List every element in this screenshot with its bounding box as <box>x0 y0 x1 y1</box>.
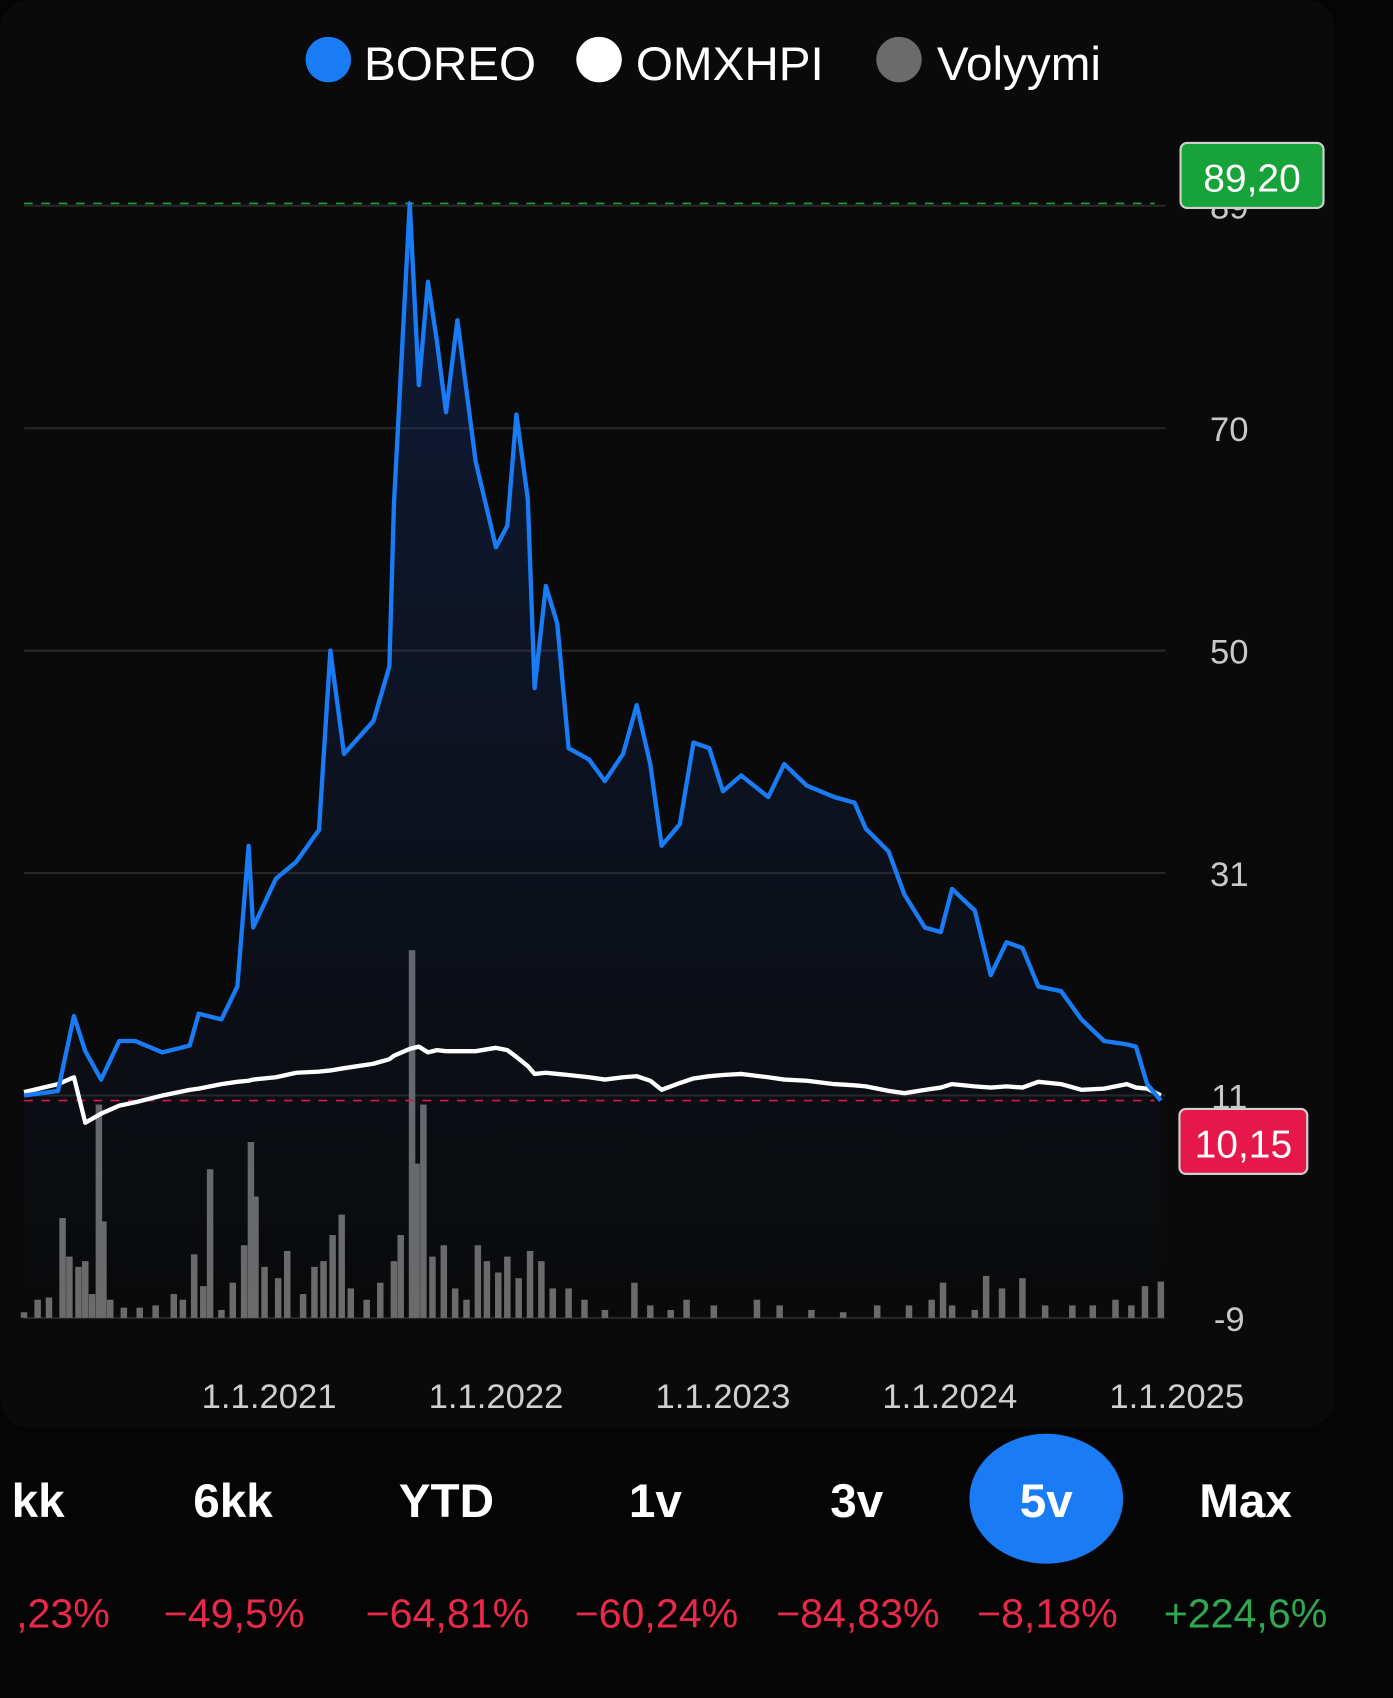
period-button[interactable]: 5v <box>1020 1475 1073 1528</box>
return-value: −49,5% <box>164 1591 305 1637</box>
x-tick-label: 1.1.2023 <box>655 1378 790 1416</box>
area <box>24 203 1161 1318</box>
return-value: −64,81% <box>366 1591 530 1637</box>
legend-swatch <box>305 36 352 83</box>
legend-label: BOREO <box>364 38 536 91</box>
period-button[interactable]: 1v <box>629 1475 682 1528</box>
period-button[interactable]: Max <box>1199 1475 1292 1528</box>
legend-label: OMXHPI <box>636 38 824 91</box>
value-badge-label: 10,15 <box>1195 1124 1293 1167</box>
series-line <box>23 1044 1162 1125</box>
value-badge <box>1179 141 1325 210</box>
y-tick-label: 70 <box>1210 411 1249 449</box>
series-line <box>23 201 1163 1102</box>
period-button[interactable]: 3v <box>830 1475 883 1528</box>
volume-bar <box>1157 1281 1165 1318</box>
value-badge-label: 89,20 <box>1203 158 1301 201</box>
y-tick-label: -9 <box>1214 1301 1245 1339</box>
legend-swatch <box>576 36 622 83</box>
legend-swatch <box>876 36 922 83</box>
period-button[interactable]: 6kk <box>193 1475 273 1528</box>
y-tick-label: 31 <box>1210 856 1249 894</box>
x-tick-label: 1.1.2024 <box>882 1378 1017 1416</box>
x-tick-label: 1.1.2025 <box>1109 1378 1244 1416</box>
return-value: +224,6% <box>1164 1591 1328 1637</box>
selected-period-pill <box>969 1433 1124 1564</box>
legend-label: Volyymi <box>937 38 1101 91</box>
return-value: −60,24% <box>575 1591 739 1637</box>
value-badge <box>1178 1107 1309 1175</box>
x-tick-label: 1.1.2021 <box>202 1378 337 1416</box>
x-tick-label: 1.1.2022 <box>429 1378 564 1416</box>
y-tick-label: 50 <box>1210 634 1249 672</box>
return-value: ,23% <box>16 1591 110 1637</box>
period-button[interactable]: YTD <box>399 1475 494 1528</box>
return-value: −84,83% <box>776 1591 940 1637</box>
period-button[interactable]: kk <box>12 1475 65 1528</box>
return-value: −8,18% <box>977 1591 1118 1637</box>
